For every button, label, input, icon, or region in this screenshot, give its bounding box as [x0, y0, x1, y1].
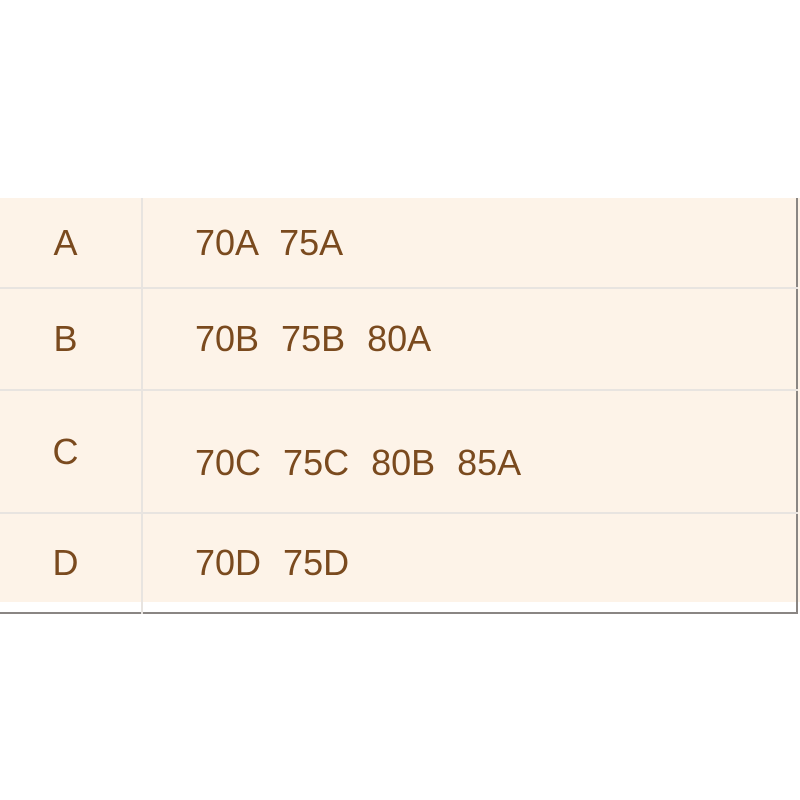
cup-cell: B — [0, 287, 143, 390]
cup-cell: C — [0, 389, 143, 513]
sizes-cell: 70B 75B 80A — [142, 287, 797, 390]
size-table-container: A 70A 75A B 70B 75B 80A C 70C 75C 80B 85… — [0, 198, 800, 614]
size-table: A 70A 75A B 70B 75B 80A C 70C 75C 80B 85… — [0, 198, 798, 614]
sizes-cell: 70C 75C 80B 85A — [142, 389, 797, 513]
table-row: A 70A 75A — [0, 198, 797, 288]
cup-cell: A — [0, 198, 143, 288]
sizes-cell: 70D 75D — [142, 512, 797, 613]
table-row: C 70C 75C 80B 85A — [0, 389, 797, 513]
table-row: B 70B 75B 80A — [0, 287, 797, 390]
cup-cell: D — [0, 512, 143, 613]
table-row: D 70D 75D — [0, 512, 797, 613]
sizes-cell: 70A 75A — [195, 221, 344, 263]
